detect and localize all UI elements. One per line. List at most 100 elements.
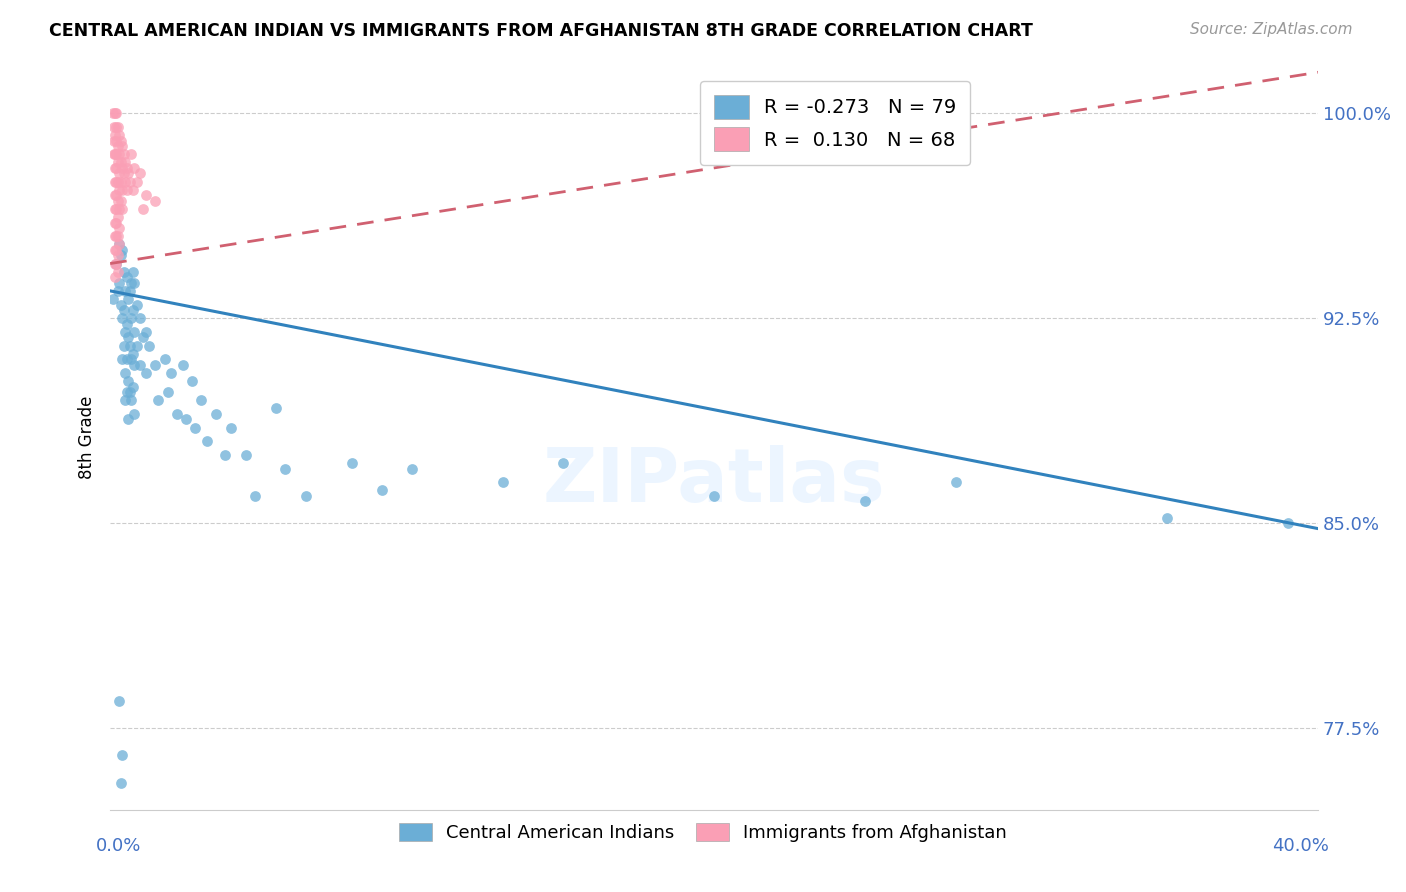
Point bbox=[104, 243, 127, 257]
Point bbox=[117, 292, 139, 306]
Point bbox=[129, 166, 152, 180]
Point bbox=[110, 155, 132, 169]
Point bbox=[111, 202, 134, 216]
Point bbox=[214, 448, 236, 462]
Point bbox=[205, 407, 228, 421]
Point bbox=[127, 175, 149, 189]
Point bbox=[104, 202, 127, 216]
Point bbox=[105, 229, 128, 244]
Point bbox=[112, 265, 135, 279]
Point bbox=[110, 248, 132, 262]
Y-axis label: 8th Grade: 8th Grade bbox=[79, 395, 96, 479]
Text: CENTRAL AMERICAN INDIAN VS IMMIGRANTS FROM AFGHANISTAN 8TH GRADE CORRELATION CHA: CENTRAL AMERICAN INDIAN VS IMMIGRANTS FR… bbox=[49, 22, 1033, 40]
Point bbox=[124, 276, 146, 290]
Text: ZIPatlas: ZIPatlas bbox=[543, 445, 886, 518]
Point bbox=[104, 270, 127, 285]
Point bbox=[115, 384, 138, 399]
Legend: R = -0.273   N = 79, R =  0.130   N = 68: R = -0.273 N = 79, R = 0.130 N = 68 bbox=[700, 81, 970, 165]
Point bbox=[108, 128, 131, 142]
Point bbox=[107, 248, 129, 262]
Point bbox=[108, 237, 131, 252]
Point bbox=[219, 420, 242, 434]
Point bbox=[114, 366, 136, 380]
Point bbox=[115, 317, 138, 331]
Point bbox=[153, 352, 176, 367]
Point bbox=[107, 284, 129, 298]
Point bbox=[180, 374, 202, 388]
Point bbox=[104, 147, 127, 161]
Point bbox=[115, 352, 138, 367]
Point bbox=[108, 237, 131, 252]
Point bbox=[159, 366, 181, 380]
Point bbox=[112, 303, 135, 318]
Point bbox=[145, 358, 167, 372]
Point bbox=[148, 393, 170, 408]
Point bbox=[132, 202, 155, 216]
Point bbox=[118, 384, 141, 399]
Point bbox=[401, 461, 423, 475]
Point bbox=[103, 120, 125, 134]
Point bbox=[101, 292, 124, 306]
Point bbox=[135, 325, 157, 339]
Point bbox=[120, 352, 142, 367]
Point bbox=[105, 202, 128, 216]
Point bbox=[121, 303, 143, 318]
Point bbox=[112, 147, 135, 161]
Point bbox=[190, 393, 212, 408]
Point bbox=[111, 311, 134, 326]
Point bbox=[118, 338, 141, 352]
Point bbox=[129, 311, 152, 326]
Point bbox=[101, 106, 124, 120]
Point bbox=[115, 161, 138, 175]
Point bbox=[104, 188, 127, 202]
Point bbox=[107, 155, 129, 169]
Point bbox=[183, 420, 205, 434]
Point bbox=[110, 134, 132, 148]
Point bbox=[340, 456, 363, 470]
Point bbox=[107, 175, 129, 189]
Point bbox=[108, 166, 131, 180]
Point bbox=[114, 175, 136, 189]
Point bbox=[166, 407, 188, 421]
Point bbox=[105, 188, 128, 202]
Point bbox=[105, 161, 128, 175]
Point bbox=[111, 243, 134, 257]
Point bbox=[112, 166, 135, 180]
Point bbox=[110, 776, 132, 790]
Point bbox=[120, 393, 142, 408]
Point bbox=[120, 147, 142, 161]
Point bbox=[104, 256, 127, 270]
Point bbox=[107, 194, 129, 208]
Point bbox=[121, 265, 143, 279]
Point bbox=[110, 194, 132, 208]
Point bbox=[105, 175, 128, 189]
Point bbox=[145, 194, 167, 208]
Point bbox=[107, 210, 129, 224]
Point bbox=[129, 358, 152, 372]
Point bbox=[553, 456, 575, 470]
Point bbox=[108, 202, 131, 216]
Point bbox=[117, 374, 139, 388]
Point bbox=[107, 229, 129, 244]
Point bbox=[108, 183, 131, 197]
Point bbox=[703, 489, 725, 503]
Point bbox=[105, 106, 128, 120]
Point bbox=[104, 106, 127, 120]
Point bbox=[138, 338, 160, 352]
Point bbox=[121, 379, 143, 393]
Point bbox=[371, 483, 394, 498]
Point bbox=[108, 147, 131, 161]
Point bbox=[172, 358, 194, 372]
Point bbox=[853, 494, 876, 508]
Point bbox=[156, 384, 179, 399]
Point bbox=[118, 175, 141, 189]
Point bbox=[103, 134, 125, 148]
Point bbox=[121, 183, 143, 197]
Point bbox=[105, 256, 128, 270]
Point bbox=[110, 175, 132, 189]
Point bbox=[104, 216, 127, 230]
Point bbox=[104, 175, 127, 189]
Point bbox=[235, 448, 257, 462]
Point bbox=[121, 347, 143, 361]
Point bbox=[108, 221, 131, 235]
